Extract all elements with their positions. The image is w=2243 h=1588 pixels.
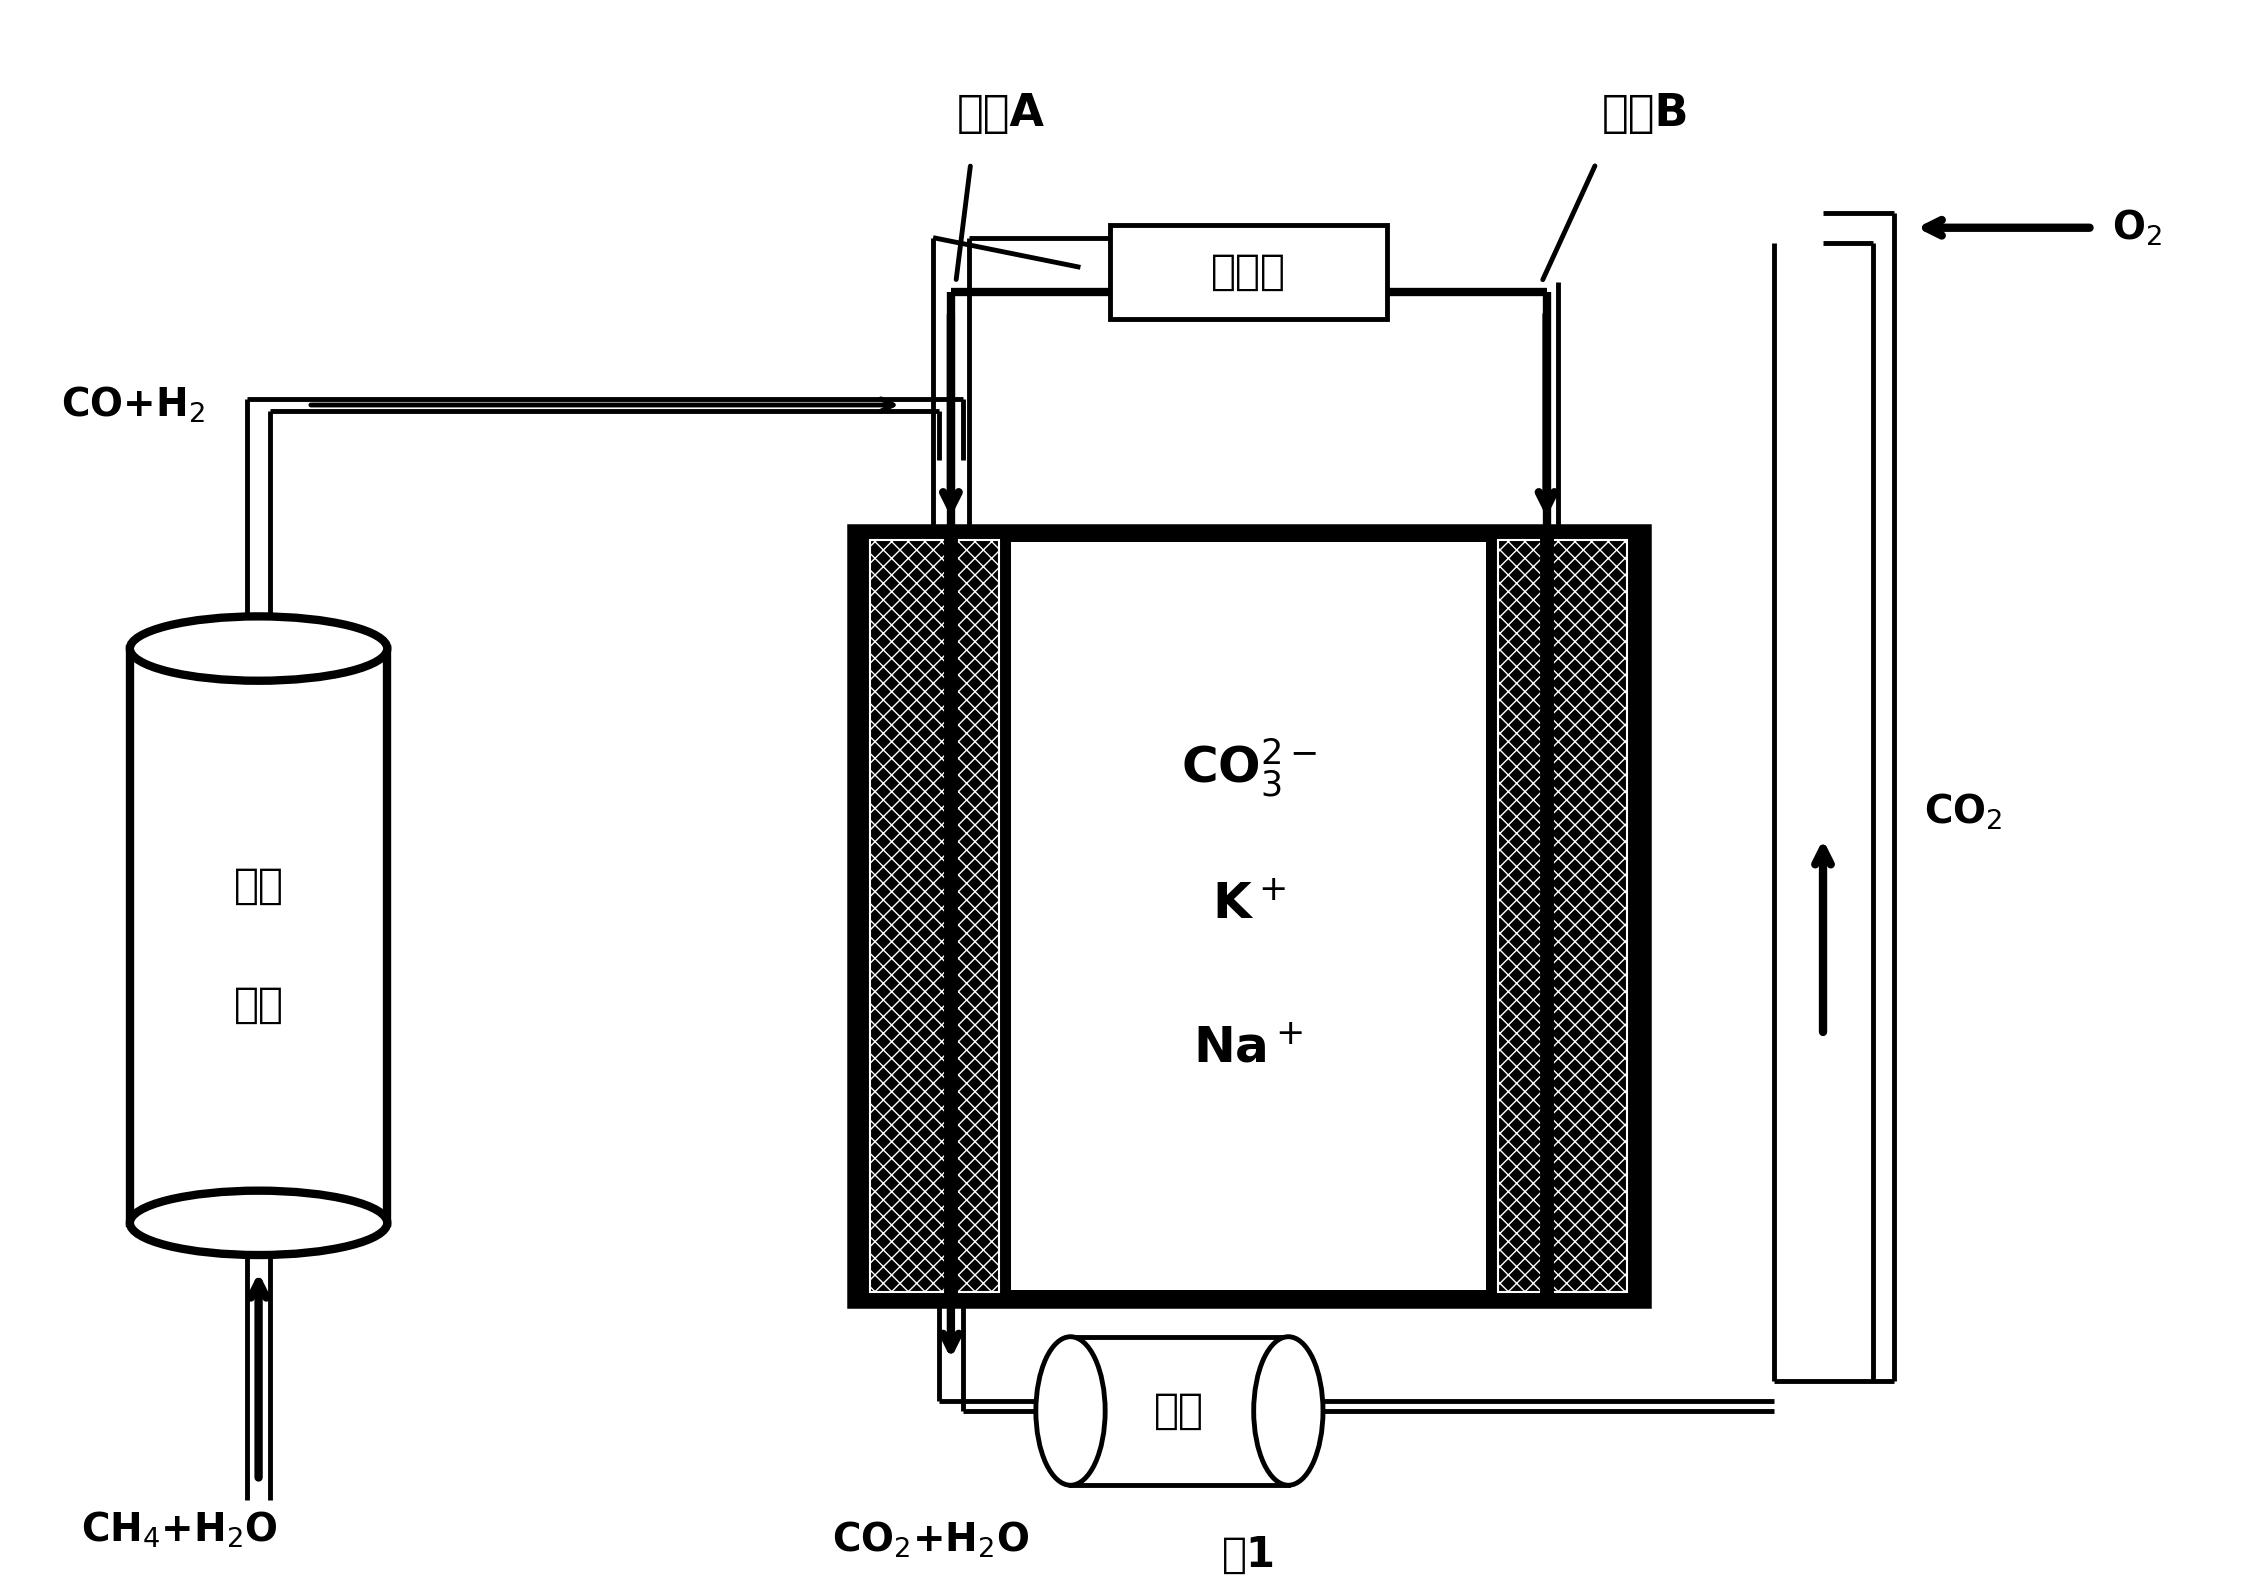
Bar [852,530,1644,1302]
Text: CO$_2$+H$_2$O: CO$_2$+H$_2$O [832,1520,1030,1559]
Text: K$^+$: K$^+$ [1211,881,1285,931]
Bar [870,540,998,1293]
Text: CO+H$_2$: CO+H$_2$ [61,384,204,426]
Text: CO$_2$: CO$_2$ [1924,792,2003,832]
Bar [1110,225,1388,319]
Ellipse shape [1254,1337,1323,1485]
Ellipse shape [1036,1337,1106,1485]
Bar [1487,530,1644,1302]
Text: CH$_4$+H$_2$O: CH$_4$+H$_2$O [81,1510,278,1550]
Bar [1498,540,1626,1293]
Text: Na$^+$: Na$^+$ [1193,1026,1303,1073]
Text: 脱水: 脱水 [1155,1390,1204,1432]
Bar [852,530,1012,1302]
Bar [130,648,388,1223]
Text: CO$_3^{2-}$: CO$_3^{2-}$ [1180,735,1317,799]
Bar [1070,1337,1287,1485]
Text: 催化: 催化 [233,865,283,907]
Bar [852,530,1644,1302]
Text: 重整: 重整 [233,985,283,1026]
Ellipse shape [130,616,388,681]
Text: 电极A: 电极A [956,92,1045,135]
Ellipse shape [130,1191,388,1255]
Text: 图1: 图1 [1222,1534,1276,1575]
Text: O$_2$: O$_2$ [2113,208,2162,248]
Text: 用电器: 用电器 [1211,251,1285,294]
Text: 电极B: 电极B [1602,92,1689,135]
Bar [1012,542,1487,1289]
